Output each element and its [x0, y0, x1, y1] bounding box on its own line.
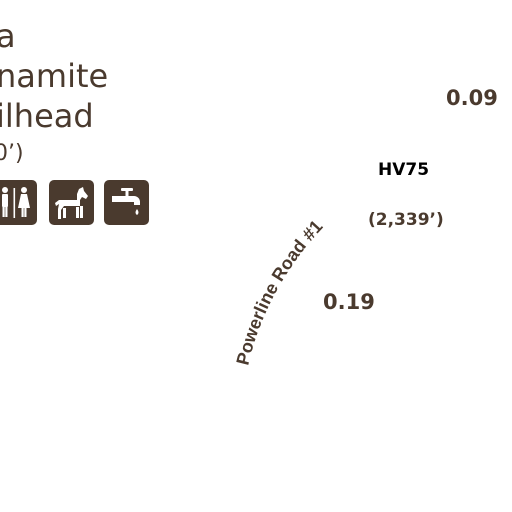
trailhead-elevation: 0’) — [0, 141, 24, 166]
road-label: Powerline Road #1 — [232, 216, 326, 367]
trailhead-name: a namite ilhead — [0, 16, 108, 136]
horse-icon — [49, 180, 94, 225]
restroom-icon — [0, 180, 37, 225]
trailhead-name-line-2: namite — [0, 57, 109, 95]
distance-label-upper-right: 0.09 — [446, 86, 498, 110]
water-faucet-icon — [104, 180, 149, 225]
peak-elevation-label: (2,339’) — [368, 210, 444, 230]
trailhead-name-line-1: a — [0, 17, 16, 55]
trailhead-name-line-3: ilhead — [0, 97, 94, 135]
distance-label-road: 0.19 — [323, 290, 375, 314]
peak-code-label: HV75 — [378, 160, 430, 180]
road-label-text: Powerline Road #1 — [232, 216, 326, 367]
